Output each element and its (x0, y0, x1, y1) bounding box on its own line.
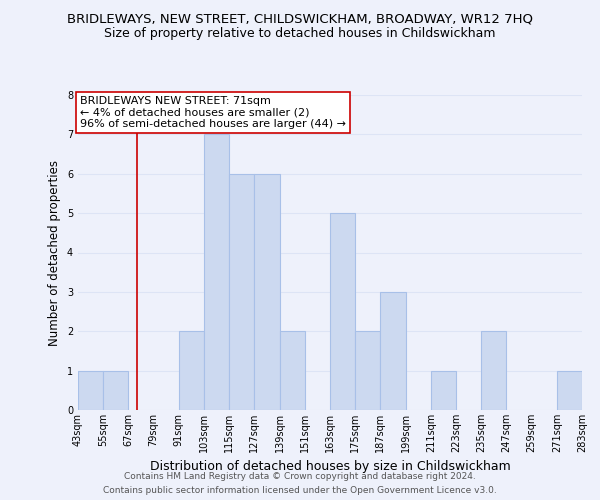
Bar (179, 331, 204, 410)
Bar (557, 370, 582, 410)
Text: BRIDLEWAYS, NEW STREET, CHILDSWICKHAM, BROADWAY, WR12 7HQ: BRIDLEWAYS, NEW STREET, CHILDSWICKHAM, B… (67, 12, 533, 26)
Text: Contains HM Land Registry data © Crown copyright and database right 2024.: Contains HM Land Registry data © Crown c… (124, 472, 476, 481)
Bar (330, 213, 355, 410)
Text: Size of property relative to detached houses in Childswickham: Size of property relative to detached ho… (104, 28, 496, 40)
Bar (481, 331, 506, 410)
Bar (204, 134, 229, 410)
Bar (431, 370, 456, 410)
X-axis label: Distribution of detached houses by size in Childswickham: Distribution of detached houses by size … (149, 460, 511, 473)
Text: Contains public sector information licensed under the Open Government Licence v3: Contains public sector information licen… (103, 486, 497, 495)
Bar (280, 331, 305, 410)
Bar (254, 174, 280, 410)
Bar (229, 174, 254, 410)
Y-axis label: Number of detached properties: Number of detached properties (49, 160, 61, 346)
Bar (355, 331, 380, 410)
Bar (78, 370, 103, 410)
Bar (103, 370, 128, 410)
Text: BRIDLEWAYS NEW STREET: 71sqm
← 4% of detached houses are smaller (2)
96% of semi: BRIDLEWAYS NEW STREET: 71sqm ← 4% of det… (80, 96, 346, 129)
Bar (380, 292, 406, 410)
